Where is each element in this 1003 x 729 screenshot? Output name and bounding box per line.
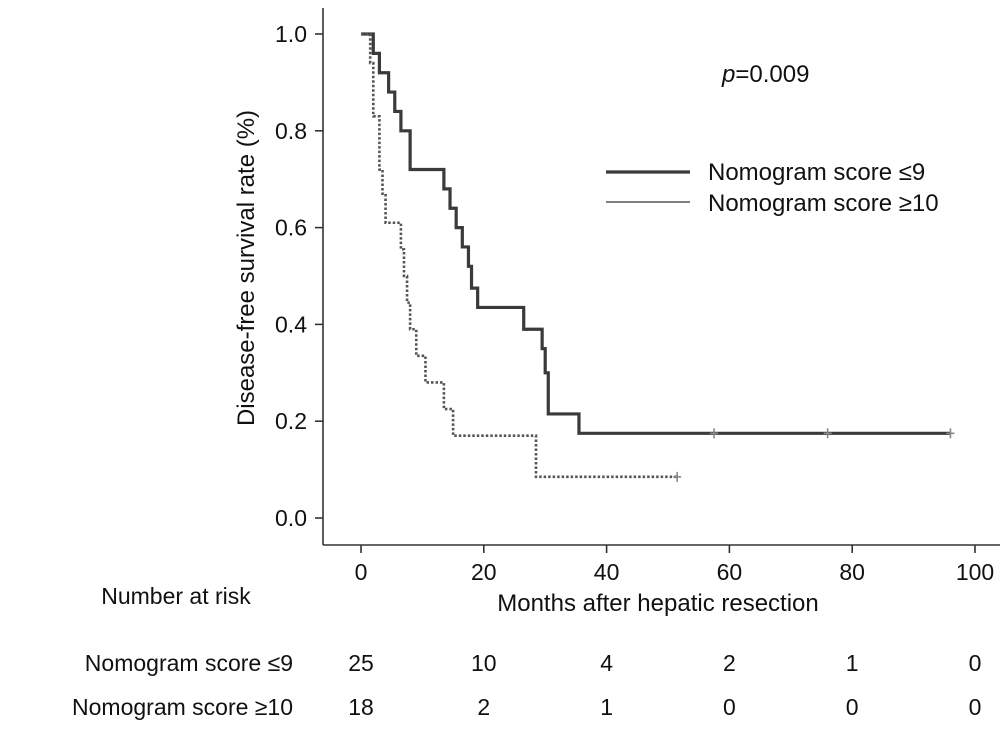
risk-value: 10 [471, 650, 497, 676]
risk-value: 0 [969, 694, 982, 720]
risk-value: 18 [348, 694, 374, 720]
y-tick-label: 1.0 [275, 21, 307, 47]
risk-table-title: Number at risk [101, 583, 251, 609]
x-tick-label: 20 [471, 559, 497, 585]
legend: Nomogram score ≤9 Nomogram score ≥10 [606, 159, 939, 217]
p-value-text: =0.009 [735, 61, 809, 88]
y-tick-label: 0.6 [275, 215, 307, 241]
x-axis-ticks: 0 20 40 60 80 100 [355, 545, 994, 585]
legend-label-series-1: Nomogram score ≤9 [708, 159, 925, 186]
survival-curve-2 [361, 32, 678, 479]
x-tick-label: 60 [717, 559, 743, 585]
risk-value: 2 [723, 650, 736, 676]
risk-row-label-1: Nomogram score ≤9 [85, 650, 293, 676]
x-tick-label: 40 [594, 559, 620, 585]
risk-value: 0 [723, 694, 736, 720]
y-axis-title: Disease-free survival rate (%) [233, 110, 260, 426]
p-value-annotation: p=0.009 [721, 61, 809, 88]
y-tick-label: 0.2 [275, 408, 307, 434]
risk-table-values: 25 10 4 2 1 018 2 1 0 0 0 [348, 650, 981, 720]
x-tick-label: 100 [956, 559, 994, 585]
survival-curve-1 [361, 32, 951, 435]
risk-value: 0 [846, 694, 859, 720]
risk-value: 4 [600, 650, 613, 676]
risk-value: 2 [477, 694, 490, 720]
risk-row-label-2: Nomogram score ≥10 [72, 694, 293, 720]
risk-value: 0 [969, 650, 982, 676]
series-layer [361, 32, 955, 482]
x-axis-title: Months after hepatic resection [497, 590, 819, 617]
y-tick-label: 0.0 [275, 505, 307, 531]
risk-value: 25 [348, 650, 374, 676]
x-tick-label: 80 [839, 559, 865, 585]
p-value-prefix: p [721, 61, 735, 88]
y-tick-label: 0.8 [275, 118, 307, 144]
risk-value: 1 [846, 650, 859, 676]
risk-value: 1 [600, 694, 613, 720]
legend-label-series-2: Nomogram score ≥10 [708, 190, 939, 217]
x-tick-label: 0 [355, 559, 368, 585]
y-tick-label: 0.4 [275, 311, 307, 337]
y-axis-ticks: 0.0 0.2 0.4 0.6 0.8 1.0 [275, 21, 323, 531]
